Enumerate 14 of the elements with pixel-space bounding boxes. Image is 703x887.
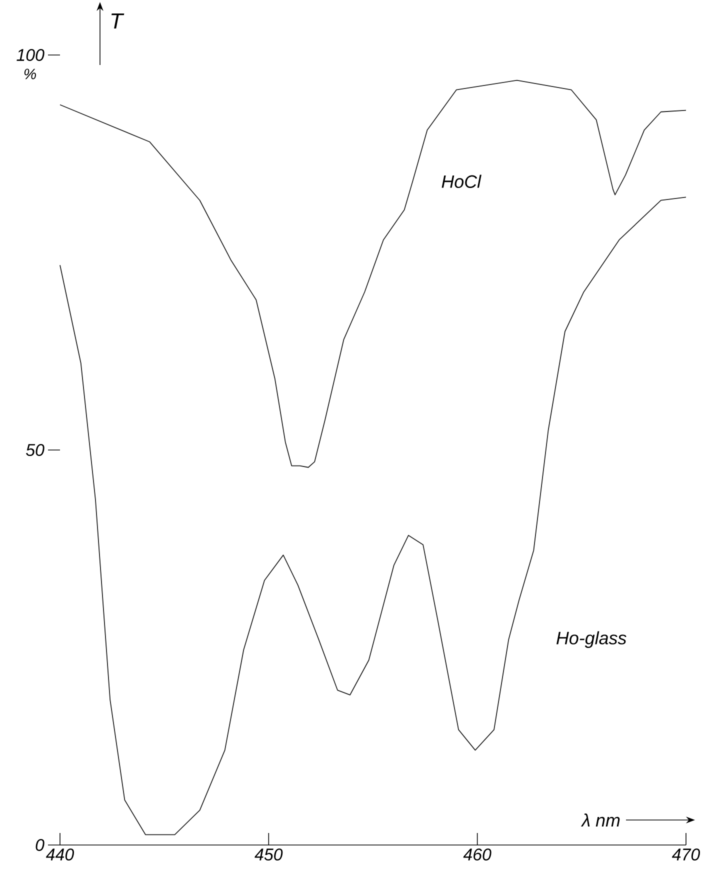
- text: %: [24, 68, 36, 80]
- x-tick-label: 440: [46, 848, 74, 861]
- y-tick-label: 50: [26, 444, 44, 456]
- text: Ho-glass: [556, 631, 626, 648]
- y-tick-label: 100: [16, 49, 44, 61]
- x-tick-label: 450: [254, 848, 282, 861]
- line-series: [59, 80, 686, 468]
- x-tick-label: 470: [672, 848, 700, 861]
- y-axis-title: T: [111, 13, 124, 29]
- line-series: [59, 196, 686, 836]
- y-tick-label: 0: [36, 838, 44, 851]
- x-axis-title: λ nm: [580, 813, 620, 826]
- x-tick-label: 460: [463, 848, 492, 861]
- series-label: HoCl: [442, 174, 482, 188]
